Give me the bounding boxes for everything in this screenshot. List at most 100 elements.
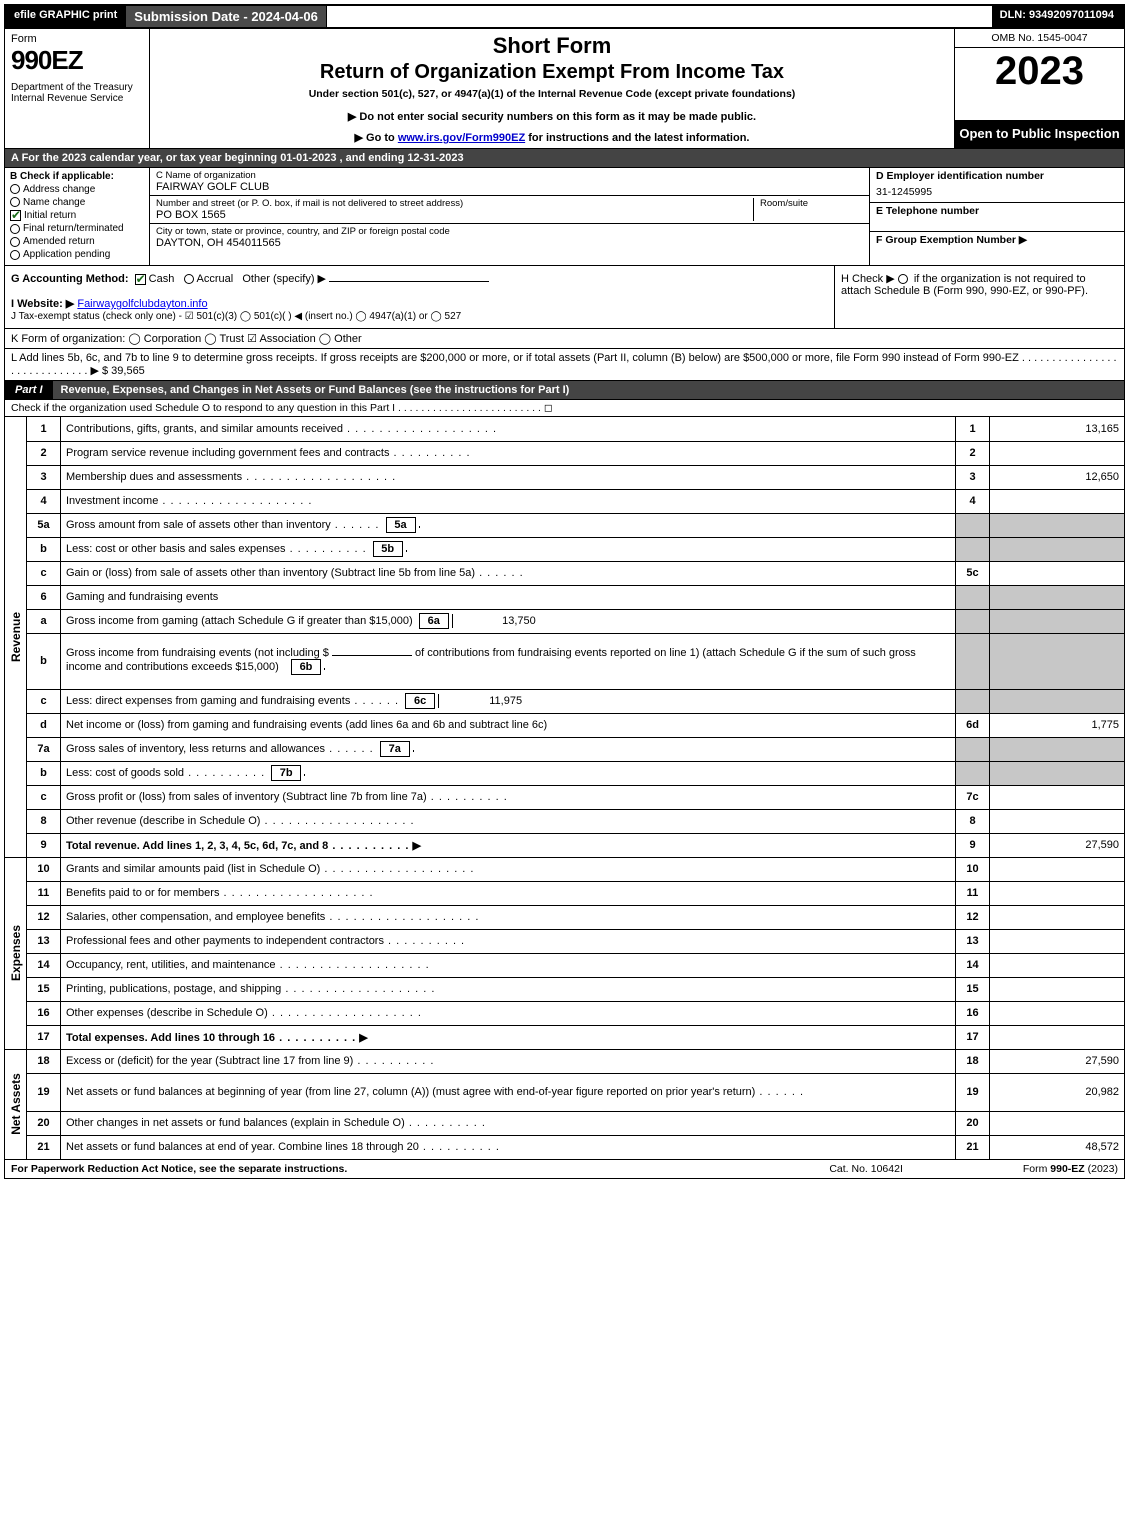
net-assets-side-label: Net Assets <box>5 1049 27 1159</box>
chk-app-pending[interactable]: Application pending <box>10 249 144 260</box>
line-5c: c Gain or (loss) from sale of assets oth… <box>5 561 1125 585</box>
h-checkbox[interactable] <box>898 274 908 284</box>
section-def: D Employer identification number 31-1245… <box>869 168 1124 265</box>
c-name-row: C Name of organization FAIRWAY GOLF CLUB <box>150 168 869 196</box>
c-city-label: City or town, state or province, country… <box>156 226 863 237</box>
l-amount: 39,565 <box>111 365 145 377</box>
section-h: H Check ▶ if the organization is not req… <box>834 266 1124 328</box>
chk-amended[interactable]: Amended return <box>10 236 144 247</box>
form-title-block: Short Form Return of Organization Exempt… <box>150 29 954 148</box>
chk-name-change[interactable]: Name change <box>10 197 144 208</box>
line-7c: c Gross profit or (loss) from sales of i… <box>5 785 1125 809</box>
line-12: 12 Salaries, other compensation, and emp… <box>5 905 1125 929</box>
tax-year: 2023 <box>955 48 1124 120</box>
return-title: Return of Organization Exempt From Incom… <box>158 61 946 84</box>
top-bar: efile GRAPHIC print Submission Date - 20… <box>4 4 1125 29</box>
cat-number: Cat. No. 10642I <box>829 1163 903 1175</box>
line-11: 11 Benefits paid to or for members 11 <box>5 881 1125 905</box>
open-inspection-label: Open to Public Inspection <box>955 120 1124 148</box>
line-20: 20 Other changes in net assets or fund b… <box>5 1111 1125 1135</box>
b-label: B Check if applicable: <box>10 171 144 182</box>
omb-number: OMB No. 1545-0047 <box>955 29 1124 48</box>
e-phone-label: E Telephone number <box>870 203 1124 232</box>
form-footer: For Paperwork Reduction Act Notice, see … <box>4 1160 1125 1179</box>
i-label: I Website: ▶ <box>11 298 74 310</box>
line-9: 9 Total revenue. Add lines 1, 2, 3, 4, 5… <box>5 833 1125 857</box>
line-7a: 7a Gross sales of inventory, less return… <box>5 737 1125 761</box>
f-group-label: F Group Exemption Number ▶ <box>870 232 1124 248</box>
line-6d: d Net income or (loss) from gaming and f… <box>5 713 1125 737</box>
org-name: FAIRWAY GOLF CLUB <box>156 181 863 193</box>
revenue-side-label: Revenue <box>5 417 27 857</box>
website-link[interactable]: Fairwaygolfclubdayton.info <box>77 298 207 310</box>
c-name-label: C Name of organization <box>156 170 863 181</box>
row-k: K Form of organization: ◯ Corporation ◯ … <box>4 329 1125 349</box>
org-info-block: B Check if applicable: Address change Na… <box>4 168 1125 266</box>
line-19: 19 Net assets or fund balances at beginn… <box>5 1073 1125 1111</box>
part-1-title: Revenue, Expenses, and Changes in Net As… <box>53 381 1124 399</box>
l-text: L Add lines 5b, 6c, and 7b to line 9 to … <box>11 352 1117 377</box>
org-address: PO BOX 1565 <box>156 209 226 221</box>
line-6: 6 Gaming and fundraising events <box>5 585 1125 609</box>
section-b: B Check if applicable: Address change Na… <box>5 168 150 265</box>
d-ein-value: 31-1245995 <box>870 184 1124 203</box>
g-cash-checkbox[interactable] <box>135 274 146 285</box>
line-16: 16 Other expenses (describe in Schedule … <box>5 1001 1125 1025</box>
section-g: G Accounting Method: Cash Accrual Other … <box>5 266 834 328</box>
row-j: J Tax-exempt status (check only one) - ☑… <box>11 311 461 322</box>
irs-link[interactable]: www.irs.gov/Form990EZ <box>398 132 525 144</box>
section-c: C Name of organization FAIRWAY GOLF CLUB… <box>150 168 869 265</box>
line-18: Net Assets 18 Excess or (deficit) for th… <box>5 1049 1125 1073</box>
submission-date-label: Submission Date - 2024-04-06 <box>126 6 327 27</box>
goto-post: for instructions and the latest informat… <box>525 132 749 144</box>
dln-label: DLN: 93492097011094 <box>992 6 1123 27</box>
line-8: 8 Other revenue (describe in Schedule O)… <box>5 809 1125 833</box>
paperwork-notice: For Paperwork Reduction Act Notice, see … <box>11 1163 829 1175</box>
expenses-side-label: Expenses <box>5 857 27 1049</box>
row-l: L Add lines 5b, 6c, and 7b to line 9 to … <box>4 349 1125 381</box>
d-ein-label: D Employer identification number <box>870 168 1124 184</box>
line-2: 2 Program service revenue including gove… <box>5 441 1125 465</box>
line-4: 4 Investment income 4 <box>5 489 1125 513</box>
line-15: 15 Printing, publications, postage, and … <box>5 977 1125 1001</box>
form-ref: Form 990-EZ (2023) <box>1023 1163 1118 1175</box>
dept-label: Department of the Treasury Internal Reve… <box>11 82 143 104</box>
g-accrual-radio[interactable] <box>184 274 194 284</box>
part-1-table: Revenue 1 Contributions, gifts, grants, … <box>4 417 1125 1160</box>
line-3: 3 Membership dues and assessments 3 12,6… <box>5 465 1125 489</box>
short-form-label: Short Form <box>158 33 946 59</box>
line-21: 21 Net assets or fund balances at end of… <box>5 1135 1125 1159</box>
c-room-label: Room/suite <box>760 198 808 209</box>
form-right-block: OMB No. 1545-0047 2023 Open to Public In… <box>954 29 1124 148</box>
org-city: DAYTON, OH 454011565 <box>156 237 863 249</box>
goto-line: ▶ Go to www.irs.gov/Form990EZ for instru… <box>158 131 946 144</box>
line-17: 17 Total expenses. Add lines 10 through … <box>5 1025 1125 1049</box>
chk-address-change[interactable]: Address change <box>10 184 144 195</box>
part-1-subtext: Check if the organization used Schedule … <box>4 400 1125 417</box>
chk-final-return[interactable]: Final return/terminated <box>10 223 144 234</box>
line-13: 13 Professional fees and other payments … <box>5 929 1125 953</box>
part-1-label: Part I <box>5 381 53 399</box>
line-6c: c Less: direct expenses from gaming and … <box>5 689 1125 713</box>
c-addr-label: Number and street (or P. O. box, if mail… <box>156 198 463 209</box>
g-label: G Accounting Method: <box>11 273 129 285</box>
row-gh: G Accounting Method: Cash Accrual Other … <box>4 266 1125 329</box>
ssn-warning: ▶ Do not enter social security numbers o… <box>158 110 946 123</box>
line-5a: 5a Gross amount from sale of assets othe… <box>5 513 1125 537</box>
under-section-label: Under section 501(c), 527, or 4947(a)(1)… <box>158 88 946 100</box>
form-word: Form <box>11 33 143 45</box>
line-1: Revenue 1 Contributions, gifts, grants, … <box>5 417 1125 441</box>
goto-pre: ▶ Go to <box>355 132 398 144</box>
part-1-header: Part I Revenue, Expenses, and Changes in… <box>4 381 1125 400</box>
form-header: Form 990EZ Department of the Treasury In… <box>4 29 1125 149</box>
line-14: 14 Occupancy, rent, utilities, and maint… <box>5 953 1125 977</box>
line-6a: a Gross income from gaming (attach Sched… <box>5 609 1125 633</box>
form-number: 990EZ <box>11 45 143 76</box>
c-city-row: City or town, state or province, country… <box>150 224 869 251</box>
chk-initial-return[interactable]: Initial return <box>10 210 144 221</box>
form-id-block: Form 990EZ Department of the Treasury In… <box>5 29 150 148</box>
row-a-tax-year: A For the 2023 calendar year, or tax yea… <box>4 149 1125 168</box>
line-5b: b Less: cost or other basis and sales ex… <box>5 537 1125 561</box>
h-pre: H Check ▶ <box>841 273 898 285</box>
line-7b: b Less: cost of goods sold 7b <box>5 761 1125 785</box>
